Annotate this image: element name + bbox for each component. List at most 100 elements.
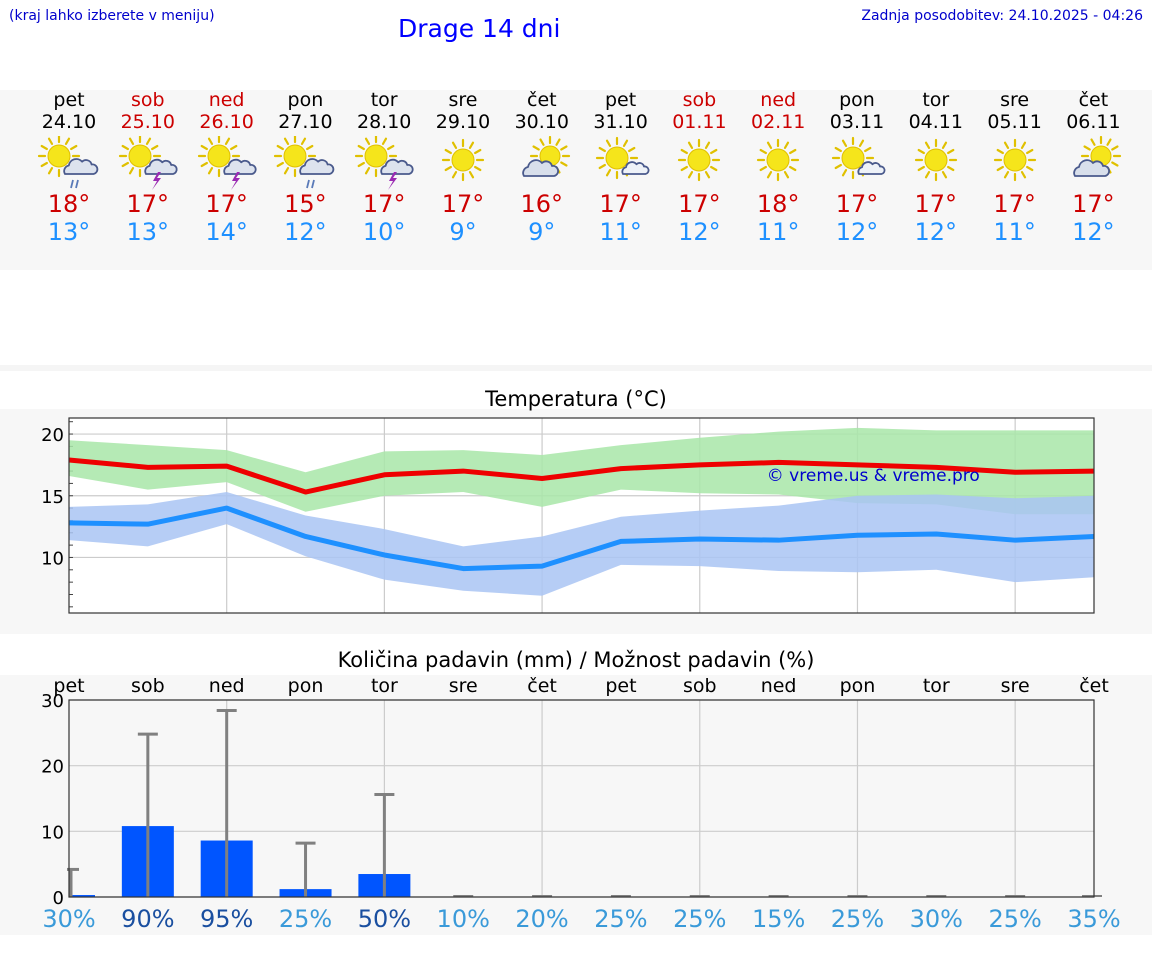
x-tick-label: pon <box>840 675 876 697</box>
day-name: ned <box>208 89 245 111</box>
sun-cloud-thunder-icon <box>355 136 414 190</box>
y-tick-label: 20 <box>41 757 64 778</box>
precip-probability: 25% <box>831 905 884 933</box>
day-forecast: pon 27.10 15° 12° <box>265 90 345 246</box>
temp-max: 17° <box>205 190 248 218</box>
temp-min: 13° <box>47 218 91 246</box>
y-tick-label: 0 <box>53 888 64 909</box>
x-tick-label: ned <box>761 675 797 697</box>
day-name: pet <box>53 89 85 111</box>
sun-cloud-rain-icon <box>37 136 99 189</box>
precipitation-chart-title: Količina padavin (mm) / Možnost padavin … <box>337 648 815 672</box>
temp-max: 17° <box>441 190 485 218</box>
day-date: 27.10 <box>278 111 333 133</box>
min-temp-range-band <box>69 492 1094 596</box>
day-date: 31.10 <box>593 111 648 133</box>
precip-probability: 25% <box>279 905 332 933</box>
day-date: 24.10 <box>41 111 97 133</box>
temp-max: 18° <box>47 190 91 218</box>
precip-probability: 20% <box>515 905 568 933</box>
x-tick-label: sob <box>131 675 165 697</box>
x-tick-label: sre <box>449 675 478 697</box>
y-tick-label: 10 <box>41 548 64 569</box>
temp-max: 17° <box>126 190 170 218</box>
x-tick-label: ned <box>209 675 245 697</box>
temp-max: 15° <box>284 190 327 218</box>
cloud-sun-icon <box>522 136 570 177</box>
day-date: 29.10 <box>435 111 491 133</box>
day-date: 28.10 <box>356 111 412 133</box>
precip-probability: 95% <box>200 905 253 933</box>
temp-min: 12° <box>1072 218 1115 246</box>
temp-min: 10° <box>362 218 406 246</box>
temp-max: 17° <box>835 190 879 218</box>
x-tick-label: tor <box>923 675 950 697</box>
last-updated: Zadnja posodobitev: 24.10.2025 - 04:26 <box>861 8 1143 24</box>
sun-cloud-thunder-icon <box>197 136 257 190</box>
temp-max: 17° <box>914 190 958 218</box>
y-tick-label: 15 <box>41 487 64 508</box>
precip-probability: 35% <box>1067 905 1120 933</box>
temperature-chart-title: Temperatura (°C) <box>485 387 667 411</box>
location-hint[interactable]: (kraj lahko izberete v meniju) <box>9 8 215 24</box>
sun-small-cloud-icon <box>595 136 649 180</box>
precip-probability: 25% <box>594 905 647 933</box>
temp-min: 11° <box>993 218 1036 246</box>
day-name: čet <box>527 89 557 111</box>
day-name: tor <box>922 89 950 111</box>
day-date: 26.10 <box>199 111 254 133</box>
x-tick-label: pet <box>605 675 636 697</box>
temp-max: 17° <box>599 190 642 218</box>
x-tick-label: sre <box>1001 675 1030 697</box>
sun-cloud-rain-icon <box>274 136 335 189</box>
day-forecast: sob 25.10 17° 13° <box>108 90 188 246</box>
sun-icon <box>993 138 1036 182</box>
temp-max: 17° <box>678 190 721 218</box>
min-temp-line <box>68 505 1095 572</box>
day-forecast: sre 05.11 17° 11° <box>975 90 1055 247</box>
day-date: 01.11 <box>672 111 727 133</box>
day-name: tor <box>370 89 398 111</box>
x-tick-label: pon <box>288 675 324 697</box>
day-date: 02.11 <box>750 111 806 133</box>
forecast-strip <box>0 90 1152 270</box>
x-tick-label: tor <box>371 675 398 697</box>
y-tick-label: 20 <box>41 425 64 446</box>
temp-min: 9° <box>528 218 556 246</box>
day-name: sob <box>131 89 165 111</box>
day-name: pet <box>604 89 637 111</box>
sun-small-cloud-icon <box>831 136 886 180</box>
day-forecast: sob 01.11 17° 12° <box>659 89 739 247</box>
day-name: sob <box>682 89 717 111</box>
day-forecast: tor 04.11 17° 12° <box>896 89 976 247</box>
sun-icon <box>441 138 485 182</box>
day-name: sre <box>448 89 478 111</box>
day-forecast: ned 02.11 18° 11° <box>738 89 818 247</box>
day-forecast: ned 26.10 17° 14° <box>187 90 267 246</box>
day-forecast: pet 31.10 17° 11° <box>581 90 661 246</box>
cloud-sun-icon <box>1073 136 1122 177</box>
day-forecast: sre 29.10 17° 9° <box>423 89 503 247</box>
max-temp-line <box>68 457 1095 495</box>
temp-min: 12° <box>678 218 721 246</box>
precip-probability: 30% <box>910 905 963 933</box>
sun-icon <box>678 138 721 182</box>
day-name: ned <box>760 89 797 111</box>
day-forecast: čet 06.11 17° 12° <box>1053 90 1133 246</box>
precip-probability: 25% <box>673 905 726 933</box>
day-date: 05.11 <box>987 111 1042 133</box>
divider <box>0 365 1152 371</box>
temp-min: 13° <box>126 218 170 246</box>
y-tick-label: 10 <box>41 822 64 843</box>
temp-max: 16° <box>520 190 564 218</box>
y-tick-label: 30 <box>41 691 64 712</box>
precip-probability: 30% <box>42 905 95 933</box>
day-date: 04.11 <box>908 111 963 133</box>
precip-probability: 90% <box>121 905 174 933</box>
plot-frame <box>68 417 1095 614</box>
precip-bar <box>69 895 95 897</box>
sun-icon <box>914 138 957 182</box>
page-title: Drage 14 dni <box>398 14 561 43</box>
day-date: 06.11 <box>1066 111 1121 133</box>
day-forecast: tor 28.10 17° 10° <box>344 90 424 246</box>
